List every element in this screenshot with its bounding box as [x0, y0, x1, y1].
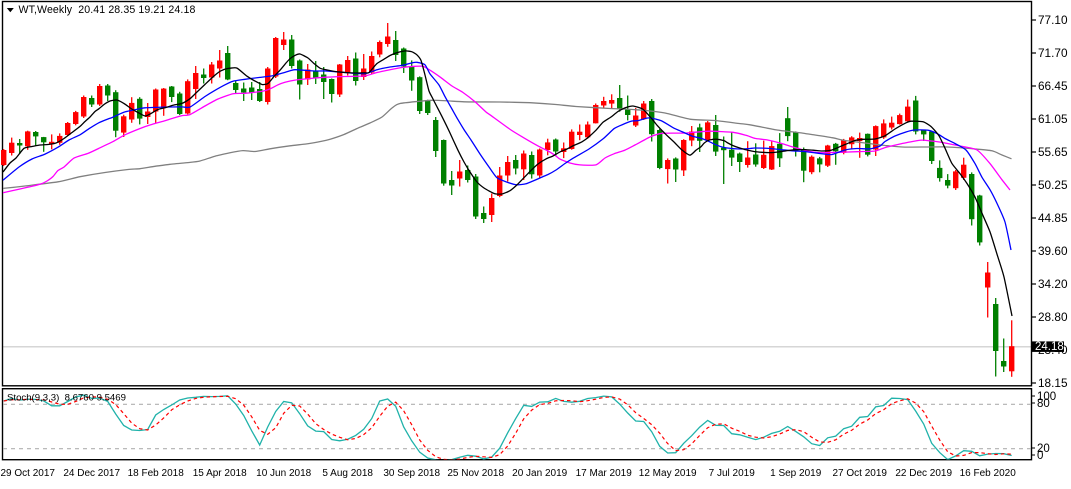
- svg-text:1 Sep 2019: 1 Sep 2019: [770, 468, 822, 479]
- svg-text:18.15: 18.15: [1038, 376, 1068, 390]
- svg-text:5 Aug 2018: 5 Aug 2018: [322, 468, 373, 479]
- svg-text:10 Jun 2018: 10 Jun 2018: [256, 468, 311, 479]
- svg-text:20 Jan 2019: 20 Jan 2019: [512, 468, 567, 479]
- svg-text:28.80: 28.80: [1038, 310, 1068, 324]
- svg-text:24 Dec 2017: 24 Dec 2017: [63, 468, 120, 479]
- svg-text:50.25: 50.25: [1038, 178, 1068, 192]
- svg-text:15 Apr 2018: 15 Apr 2018: [193, 468, 247, 479]
- svg-text:18 Feb 2018: 18 Feb 2018: [128, 468, 185, 479]
- svg-text:27 Oct 2019: 27 Oct 2019: [832, 468, 887, 479]
- svg-text:66.45: 66.45: [1038, 79, 1068, 93]
- svg-text:39.60: 39.60: [1038, 244, 1068, 258]
- svg-text:29 Oct 2017: 29 Oct 2017: [0, 468, 55, 479]
- svg-text:7 Jul 2019: 7 Jul 2019: [709, 468, 756, 479]
- svg-text:17 Mar 2019: 17 Mar 2019: [576, 468, 633, 479]
- svg-text:77.10: 77.10: [1038, 13, 1068, 27]
- svg-text:71.70: 71.70: [1038, 46, 1068, 60]
- svg-text:WT,Weekly 20.41 28.35 19.21 2: WT,Weekly 20.41 28.35 19.21 24.18: [19, 4, 196, 16]
- svg-text:100: 100: [1037, 391, 1056, 403]
- svg-text:30 Sep 2018: 30 Sep 2018: [383, 468, 440, 479]
- svg-text:12 May 2019: 12 May 2019: [639, 468, 697, 479]
- svg-text:61.05: 61.05: [1038, 112, 1068, 126]
- svg-text:Stoch(9,3,3) 8.6760 9.5469: Stoch(9,3,3) 8.6760 9.5469: [7, 393, 126, 404]
- svg-text:24.18: 24.18: [1035, 341, 1064, 353]
- svg-text:0: 0: [1037, 450, 1043, 462]
- svg-text:55.65: 55.65: [1038, 145, 1068, 159]
- svg-text:44.85: 44.85: [1038, 211, 1068, 225]
- svg-text:16 Feb 2020: 16 Feb 2020: [960, 468, 1017, 479]
- svg-text:34.20: 34.20: [1038, 277, 1068, 291]
- svg-text:25 Nov 2018: 25 Nov 2018: [447, 468, 504, 479]
- svg-text:80: 80: [1037, 398, 1050, 410]
- svg-text:20: 20: [1037, 443, 1050, 455]
- svg-text:22 Dec 2019: 22 Dec 2019: [895, 468, 952, 479]
